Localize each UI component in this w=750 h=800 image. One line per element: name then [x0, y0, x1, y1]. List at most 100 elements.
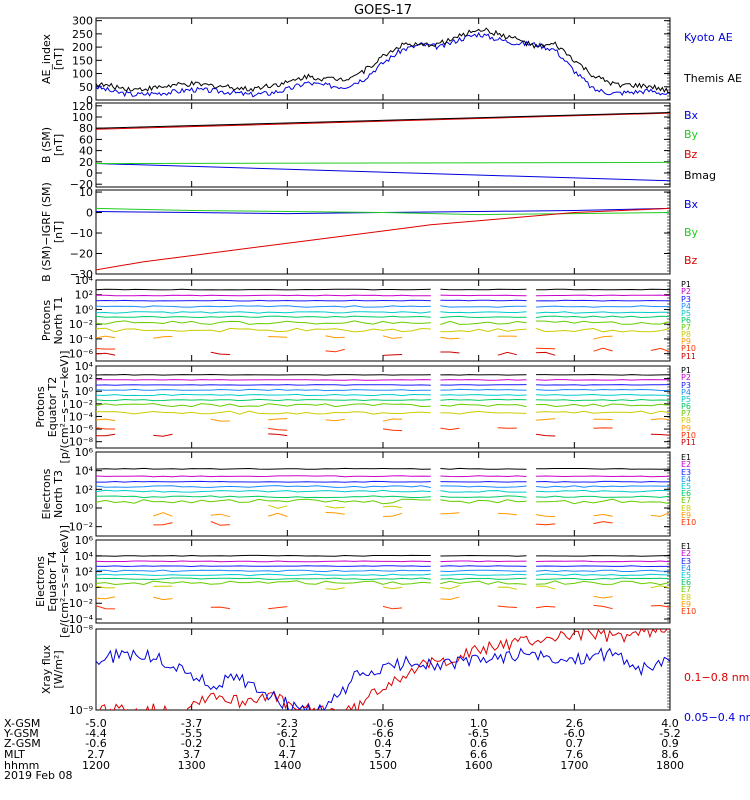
- legend-entry: E5: [681, 482, 691, 491]
- plot-area: [96, 288, 670, 356]
- ytick-label: 0: [86, 94, 93, 107]
- channel-line: [536, 351, 556, 356]
- channel-line: [440, 403, 527, 408]
- channel-line: [536, 580, 670, 586]
- ytick-label: 10⁻⁴: [69, 333, 94, 346]
- channel-line: [536, 305, 670, 308]
- legend-entry: By: [684, 128, 699, 141]
- plot-area: [96, 629, 670, 710]
- ytick-label: 60: [79, 133, 93, 146]
- plot-area: [96, 112, 670, 182]
- channel-line: [153, 596, 173, 601]
- channel-line: [96, 596, 116, 600]
- xaxis-value: 1200: [82, 759, 110, 772]
- ytick-label: 10²: [75, 289, 93, 302]
- ytick-label: 0: [86, 207, 93, 220]
- channel-line: [382, 505, 403, 509]
- channel-line: [268, 427, 288, 431]
- channel-line: [536, 373, 670, 376]
- channel-line: [382, 418, 403, 422]
- ytick-label: 10⁶: [75, 446, 94, 459]
- channel-line: [536, 475, 670, 478]
- ytick-label: 10⁻⁸: [69, 623, 94, 636]
- channel-line: [382, 586, 403, 590]
- legend-entry: P11: [681, 438, 696, 447]
- legend-entry: Bx: [684, 109, 699, 122]
- channel-line: [536, 347, 556, 350]
- channel-line: [96, 577, 431, 581]
- channel-line: [440, 394, 527, 396]
- channel-line: [440, 499, 527, 504]
- channel-line: [536, 498, 670, 505]
- legend-entry: E1: [681, 542, 691, 551]
- channel-line: [440, 577, 527, 581]
- channel-line: [593, 335, 613, 340]
- xaxis-value: 1.0: [470, 717, 488, 730]
- legend-entry: E9: [681, 600, 691, 609]
- panel-frame: [95, 628, 671, 711]
- legend-entry: Bx: [684, 198, 699, 211]
- ytick-label: 150: [72, 54, 93, 67]
- panel-frame: [95, 189, 671, 275]
- channel-line: [440, 560, 527, 563]
- channel-line: [440, 410, 527, 415]
- plot-area: [96, 207, 670, 271]
- channel-line: [210, 606, 230, 610]
- legend-entry: E3: [681, 557, 691, 566]
- channel-line: [440, 573, 527, 576]
- xaxis-row-label: Y-GSM: [3, 727, 39, 740]
- channel-line: [268, 336, 288, 338]
- channel-line: [96, 327, 431, 333]
- legend-entry: P5: [681, 395, 691, 404]
- xaxis-value: 0.9: [661, 737, 679, 750]
- y-axis-label: [nT]: [52, 134, 65, 156]
- channel-line: [325, 418, 345, 422]
- channel-line: [210, 513, 231, 518]
- y-axis-label: [p/(cm²−s−sr−keV)]: [58, 351, 71, 464]
- ytick-label: 0: [86, 167, 93, 180]
- xaxis-value: 2.7: [87, 748, 105, 761]
- series-line: [96, 207, 670, 271]
- channel-line: [536, 585, 556, 590]
- panel-xray: 10⁻⁸ 10⁻⁹ Xray flux [W/m²] 0.1−0.8 nm 0.05−0.…: [40, 623, 750, 724]
- xaxis-value: 1800: [656, 759, 684, 772]
- channel-line: [96, 418, 116, 422]
- legend-entry: P4: [681, 302, 691, 311]
- channel-line: [497, 605, 517, 608]
- xaxis-value: 1700: [560, 759, 588, 772]
- channel-line: [268, 504, 288, 509]
- legend-entry: Bz: [684, 254, 698, 267]
- xaxis-value: -5.5: [181, 727, 202, 740]
- legend-entry: P9: [681, 424, 691, 433]
- channel-line: [440, 569, 527, 573]
- ytick-label: 10⁻⁶: [69, 423, 94, 436]
- channel-line: [536, 560, 670, 563]
- channel-line: [382, 335, 403, 339]
- legend-entry: P11: [681, 352, 696, 361]
- ytick-label: 10²: [75, 373, 93, 386]
- ytick-label: 40: [79, 145, 93, 158]
- ytick-label: 10²: [75, 566, 93, 579]
- ytick-label: 120: [72, 100, 93, 113]
- plot-area: [96, 554, 670, 610]
- xaxis-value: -3.7: [181, 717, 202, 730]
- channel-line: [593, 604, 613, 610]
- xaxis-value: 1600: [465, 759, 493, 772]
- channel-line: [96, 410, 431, 415]
- y-axis-label: [e/(cm²−s−sr−keV)]: [58, 525, 71, 638]
- channel-line: [96, 373, 431, 376]
- xaxis-row-label: Z-GSM: [4, 737, 41, 750]
- legend-entry: E2: [681, 549, 691, 558]
- channel-line: [536, 523, 556, 526]
- channel-line: [96, 294, 431, 297]
- channel-line: [96, 485, 431, 488]
- legend-entry: Kyoto AE: [684, 31, 733, 44]
- channel-line: [153, 433, 173, 437]
- channel-line: [96, 427, 116, 430]
- xaxis-value: -5.2: [659, 727, 680, 740]
- channel-line: [536, 555, 670, 557]
- ytick-label: 10⁰: [75, 581, 94, 594]
- channel-line: [268, 433, 288, 437]
- xaxis-value: 0.7: [566, 737, 584, 750]
